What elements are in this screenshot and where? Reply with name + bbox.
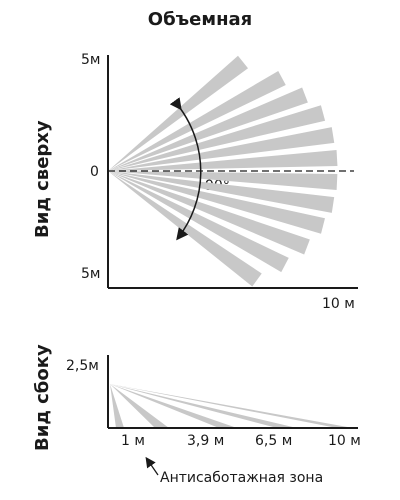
top-view-beam xyxy=(108,171,325,234)
top-view-tick-5m-bottom: 5м xyxy=(81,266,101,282)
top-view-beam xyxy=(108,87,308,171)
top-view-beam xyxy=(108,127,335,171)
side-view-tick-6-5m: 6,5 м xyxy=(255,433,293,449)
top-view-tick-5m-top: 5м xyxy=(81,52,101,68)
top-view-beam xyxy=(108,171,310,255)
side-view-beam xyxy=(110,384,169,428)
diagram-title: Объемная xyxy=(147,9,253,30)
top-view-tick-zero: 0 xyxy=(90,164,99,180)
side-view-tick-3-9m: 3,9 м xyxy=(187,433,225,449)
side-view-beam xyxy=(110,384,237,428)
side-view-beam xyxy=(110,384,297,428)
side-view-tick-height: 2,5м xyxy=(66,358,99,374)
coverage-angle-arc xyxy=(169,97,202,241)
top-view-beam xyxy=(108,171,335,213)
anti-sabotage-pointer-arrow xyxy=(145,456,159,476)
side-view-beams xyxy=(110,384,353,428)
side-view-beam xyxy=(110,384,124,428)
side-view-beam xyxy=(110,384,353,428)
top-view-beam xyxy=(108,171,338,190)
top-view-tick-10m: 10 м xyxy=(322,296,355,312)
top-view-beam xyxy=(108,150,338,171)
top-view-beam xyxy=(108,105,326,171)
top-view-beam xyxy=(108,70,286,171)
top-view-beam xyxy=(108,171,289,273)
anti-sabotage-zone-label: Антисаботажная зона xyxy=(160,470,324,486)
side-view-tick-1m: 1 м xyxy=(121,433,145,449)
side-view-tick-10m: 10 м xyxy=(328,433,361,449)
